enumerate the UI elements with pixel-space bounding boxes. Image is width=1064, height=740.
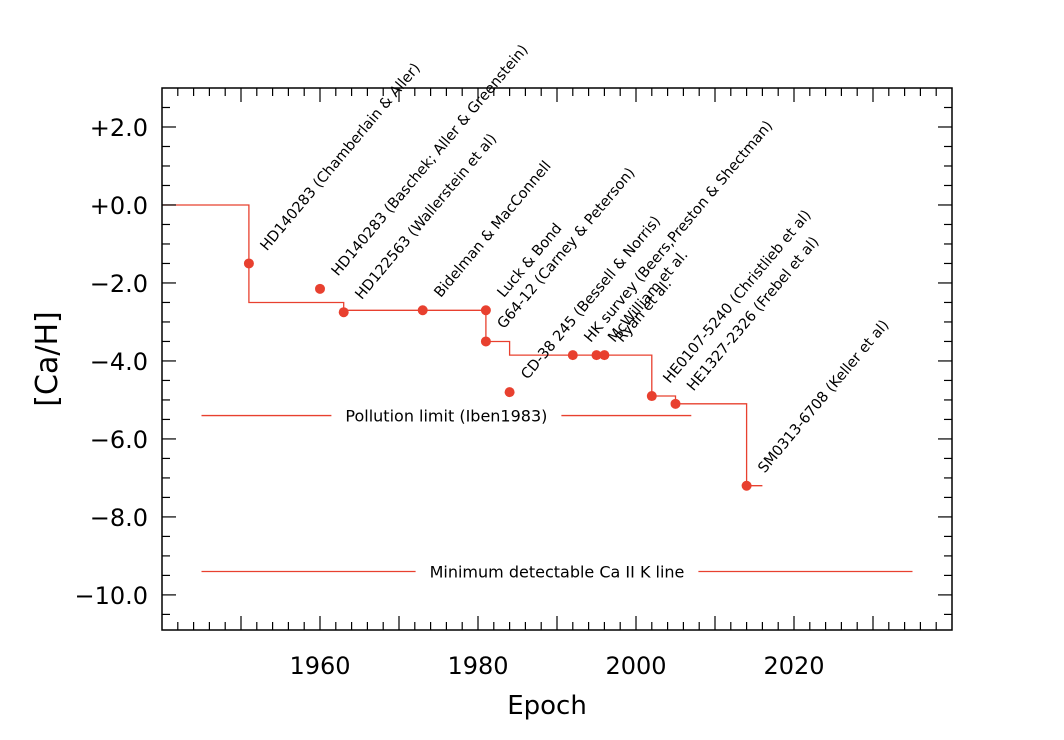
- y-tick-label: −4.0: [90, 348, 148, 376]
- x-tick-label: 1980: [447, 652, 508, 680]
- data-point: [504, 387, 515, 398]
- x-axis-title: Epoch: [507, 691, 587, 721]
- axes: [161, 87, 953, 631]
- x-tick-label: 2020: [763, 652, 824, 680]
- reference-lines: Pollution limit (Iben1983) Minimum detect…: [201, 407, 913, 582]
- data-point: [480, 336, 491, 347]
- x-tick-label: 1960: [289, 652, 350, 680]
- envelope-layer: [162, 204, 763, 487]
- reference-line-label: Pollution limit (Iben1983): [345, 407, 547, 426]
- data-point: [417, 305, 428, 316]
- data-point: [480, 305, 491, 316]
- data-point: [646, 391, 657, 402]
- data-point: [338, 307, 349, 318]
- y-tick-label: −8.0: [90, 504, 148, 532]
- ticks: 1960 1980 2000 2020 +2.0 +0.0 −2.0 −4.0 −6.0 −8.0…: [74, 88, 952, 680]
- y-tick-label: −10.0: [74, 582, 148, 610]
- y-tick-label: +0.0: [90, 192, 148, 220]
- data-points: [243, 258, 752, 491]
- y-tick-label: −2.0: [90, 270, 148, 298]
- x-tick-label: 2000: [605, 652, 666, 680]
- y-tick-label: −6.0: [90, 426, 148, 454]
- data-point: [599, 350, 610, 361]
- data-point: [670, 398, 681, 409]
- point-label: HE1327-2326 (Frebel et al): [684, 234, 822, 394]
- y-tick-label: +2.0: [90, 114, 148, 142]
- y-axis-title: [Ca/H]: [30, 311, 65, 406]
- data-point: [741, 480, 752, 491]
- data-point: [243, 258, 254, 269]
- envelope-line: [162, 204, 763, 487]
- point-label: HD140283 (Baschek; Aller & Greenstein): [329, 42, 532, 279]
- data-point: [591, 350, 602, 361]
- plot-frame: [161, 87, 953, 631]
- data-point: [315, 283, 325, 294]
- reference-line-label: Minimum detectable Ca II K line: [430, 563, 685, 582]
- point-label: SM0313-6708 (Keller et al): [755, 317, 892, 476]
- data-point: [567, 350, 578, 361]
